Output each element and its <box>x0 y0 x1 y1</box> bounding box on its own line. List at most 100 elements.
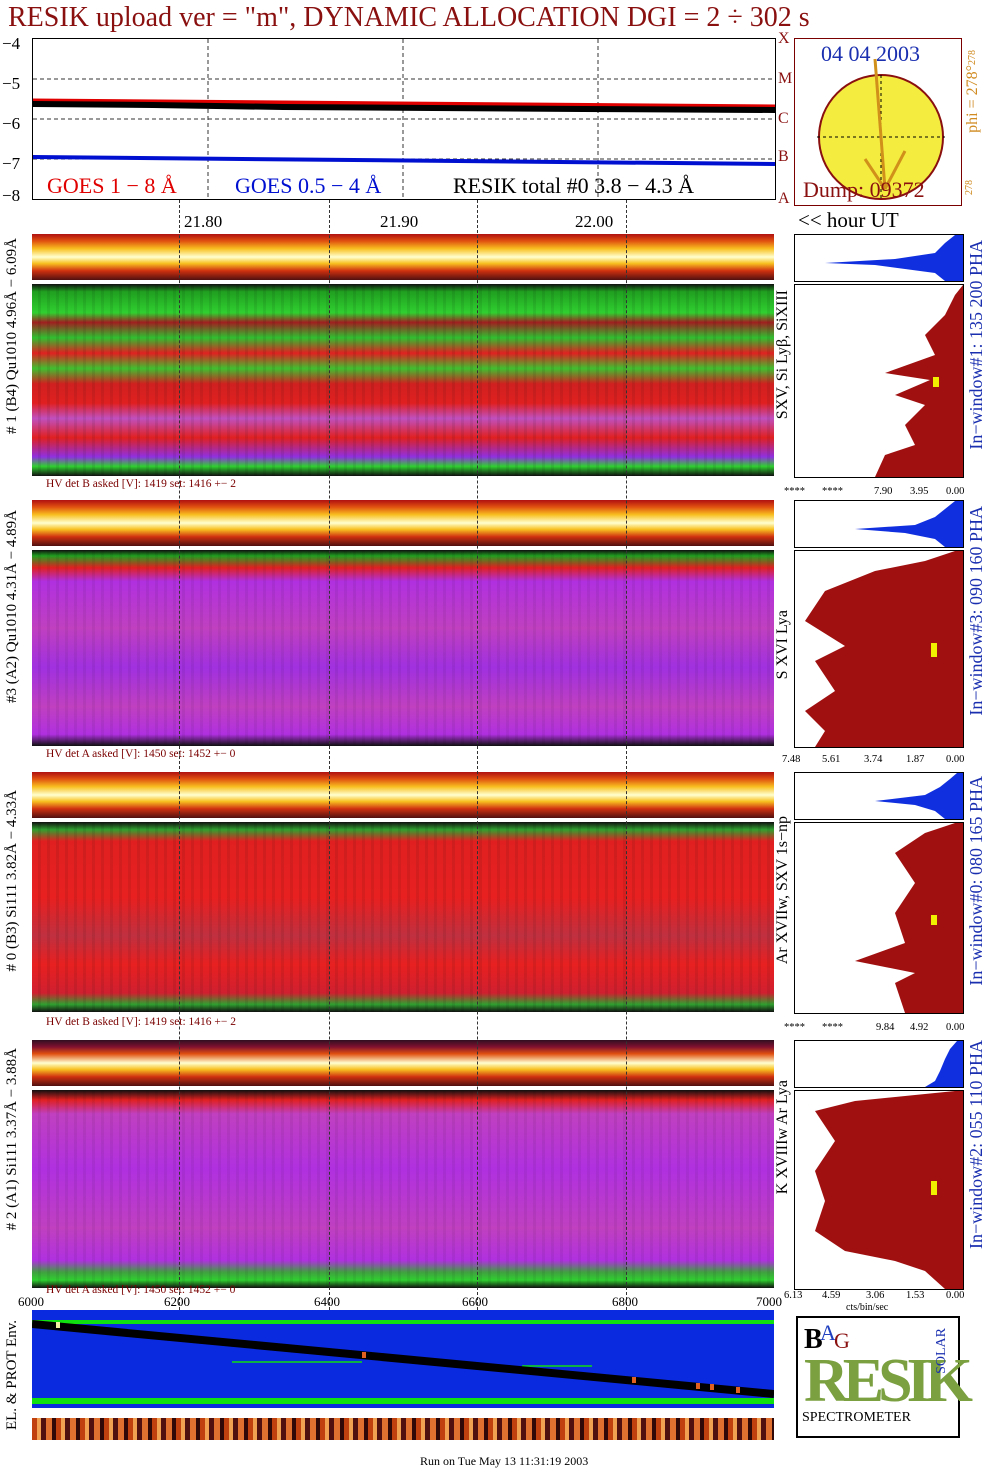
dgi-tick-label: 6200 <box>164 1294 190 1309</box>
panel-side-label: #3 (A2) Qu1010 4.31Å − 4.89Å <box>4 510 20 704</box>
histogram-top <box>794 1040 964 1088</box>
panel-line-label: K XVIIIw Ar Lya <box>774 1080 791 1195</box>
sun-phi: phi = 278°278 <box>964 50 981 133</box>
goes-short-series <box>32 155 776 166</box>
spectrogram-heatmap <box>32 1090 774 1288</box>
panel-line-label: S XVI Lya <box>774 610 791 680</box>
goes-plot-svg <box>32 39 776 199</box>
dgi-tick-label: 6800 <box>612 1294 638 1309</box>
spectrogram-summary-strip <box>32 234 774 280</box>
hist-tick-label: **** <box>784 1022 805 1033</box>
environment-panel <box>32 1310 774 1408</box>
hist-tick-label: 0.00 <box>946 486 965 497</box>
window-label: In−window#1: 135 200 PHA <box>966 240 986 450</box>
spectrogram-heatmap <box>32 284 774 476</box>
time-grid-line <box>626 200 627 1310</box>
legend-goes-short: GOES 0.5 − 4 Å <box>235 173 382 198</box>
env-trend-line <box>32 1320 774 1398</box>
environment-svg <box>32 1320 774 1404</box>
sun-pointer-arrow <box>873 58 887 190</box>
hist-tick-label: **** <box>822 486 843 497</box>
window-label: In−window#3: 090 160 PHA <box>966 506 986 716</box>
sun-dump: Dump: 09372 <box>803 177 925 202</box>
goes-class-letter: M <box>778 70 793 87</box>
hour-tick-label: 22.00 <box>575 212 614 231</box>
logo-g: G <box>834 1328 850 1353</box>
env-green-band <box>32 1320 774 1324</box>
env-marker <box>736 1387 740 1393</box>
spectrogram-heatmap <box>32 822 774 1012</box>
panel-side-label: # 0 (B3) Si111 3.82Å − 4.33Å <box>4 790 20 972</box>
environment-strip <box>32 1418 774 1440</box>
hist-tick-label: 0.00 <box>946 754 965 765</box>
hv-readout: HV det B asked [V]: 1419 set: 1416 +− 2 <box>46 478 237 490</box>
logo-letters: RESIK <box>804 1347 973 1415</box>
hist-tick-label: 0.00 <box>946 1290 965 1301</box>
hist-tick-label: **** <box>822 1022 843 1033</box>
logo-solar: SOLAR <box>934 1328 949 1374</box>
dgi-tick-label: 6000 <box>18 1294 44 1309</box>
sun-pointer-arrow <box>863 158 887 190</box>
dgi-tick-label: 6600 <box>462 1294 488 1309</box>
hour-tick-label: 21.80 <box>184 212 223 231</box>
histogram-pha <box>794 284 964 478</box>
hist-tick-label: 0.00 <box>946 1022 965 1033</box>
goes-plot: GOES 1 − 8 Å GOES 0.5 − 4 Å RESIK total … <box>32 38 776 200</box>
spectrogram-heatmap <box>32 550 774 746</box>
time-grid-line <box>179 200 180 1310</box>
hist-tick-label: 3.95 <box>910 486 929 497</box>
time-grid-line <box>329 200 330 1310</box>
dgi-tick-label: 6400 <box>314 1294 340 1309</box>
hour-unit-label: << hour UT <box>798 208 899 232</box>
goes-ytick-label: −6 <box>2 114 21 133</box>
resik-logo: B A G RESIK SOLAR SPECTROMETER <box>796 1316 973 1438</box>
hist-tick-label: 1.53 <box>906 1290 925 1301</box>
goes-long-series <box>32 98 776 110</box>
goes-ytick-label: −4 <box>2 34 21 53</box>
spectrogram-summary-strip <box>32 500 774 546</box>
spectrogram-summary-strip <box>32 772 774 818</box>
panel-side-label: # 2 (A1) Si111 3.37Å − 3.88Å <box>4 1048 20 1231</box>
dgi-tick-label: 7000 <box>756 1294 782 1309</box>
time-grid-line <box>477 200 478 1310</box>
env-marker <box>56 1322 60 1328</box>
environment-label: EL. & PROT Env. <box>4 1320 20 1431</box>
goes-class-letter: A <box>778 190 790 207</box>
histogram-pha <box>794 822 964 1014</box>
legend-resik-total: RESIK total #0 3.8 − 4.3 Å <box>453 173 694 198</box>
run-timestamp: Run on Tue May 13 11:31:19 2003 <box>420 1454 589 1468</box>
hv-readout: HV det A asked [V]: 1450 set: 1452 +− 0 <box>46 748 236 760</box>
histogram-pha <box>794 550 964 748</box>
hist-tick-label: 4.92 <box>910 1022 929 1033</box>
sun-disk-svg <box>817 58 945 200</box>
hist-tick-label: 3.74 <box>864 754 883 765</box>
logo-a: A <box>820 1320 836 1345</box>
resik-total-series <box>32 101 776 113</box>
goes-ytick-label: −8 <box>2 186 21 205</box>
legend-goes-long: GOES 1 − 8 Å <box>47 173 177 198</box>
panel-line-label: SXV, Si Lyβ, SiXIII <box>774 290 791 420</box>
spectrogram-summary-strip <box>32 1040 774 1086</box>
hist-tick-label: 1.87 <box>906 754 925 765</box>
env-green-band <box>32 1398 774 1404</box>
window-label: In−window#2: 055 110 PHA <box>966 1040 986 1249</box>
histogram-pha <box>794 1090 964 1290</box>
histogram-top <box>794 234 964 282</box>
hv-readout: HV det A asked [V]: 1450 set: 1452 +− 0 <box>46 1284 236 1296</box>
window-label: In−window#0: 080 165 PHA <box>966 776 986 986</box>
goes-class-letter: X <box>778 30 790 47</box>
hv-readout: HV det B asked [V]: 1419 set: 1416 +− 2 <box>46 1016 237 1028</box>
hist-tick-label: 6.13 <box>784 1290 803 1301</box>
goes-class-letter: B <box>778 148 789 165</box>
hist-tick-label: 7.48 <box>782 754 801 765</box>
hist-tick-label: **** <box>784 486 805 497</box>
histogram-top <box>794 500 964 548</box>
sun-date: 04 04 2003 <box>821 41 920 66</box>
logo-spectrometer: SPECTROMETER <box>802 1410 911 1425</box>
sun-panel: 04 04 2003 Dump: 09372 <box>794 38 962 206</box>
goes-ytick-label: −7 <box>2 154 21 173</box>
hist-tick-label: 5.61 <box>822 754 841 765</box>
sun-pointer-arrow <box>883 150 907 190</box>
env-marker <box>696 1383 700 1389</box>
page-title: RESIK upload ver = "m", DYNAMIC ALLOCATI… <box>8 2 810 33</box>
